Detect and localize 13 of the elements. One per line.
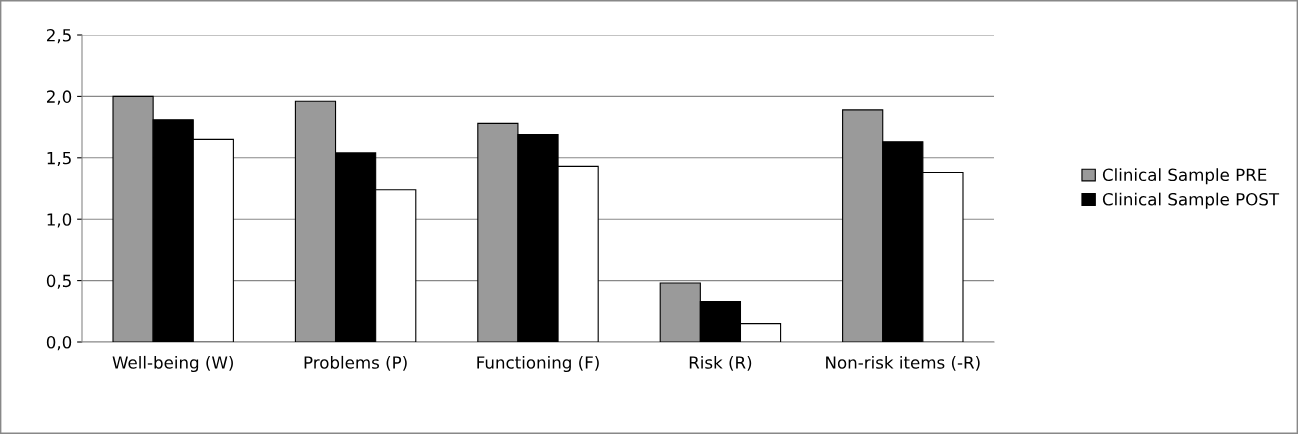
y-tick-label: 0,5 [46,274,71,289]
legend-label: Clinical Sample PRE [1102,168,1267,185]
x-tick-label: Risk (R) [689,355,752,371]
x-tick-label: Well-being (W) [112,355,233,373]
x-tick-label: Functioning (F) [477,355,599,373]
y-tick-label: 2,0 [46,90,72,105]
y-tick-label: 1,0 [47,213,72,228]
y-tick-label: 2,5 [46,28,71,44]
legend-label: Clinical Sample POST [1102,192,1280,209]
y-tick-label: 0,0 [46,335,72,351]
y-tick-label: 1,5 [47,151,71,167]
x-tick-label: Problems (P) [304,355,407,371]
x-tick-label: Non-risk items (-R) [826,355,980,371]
